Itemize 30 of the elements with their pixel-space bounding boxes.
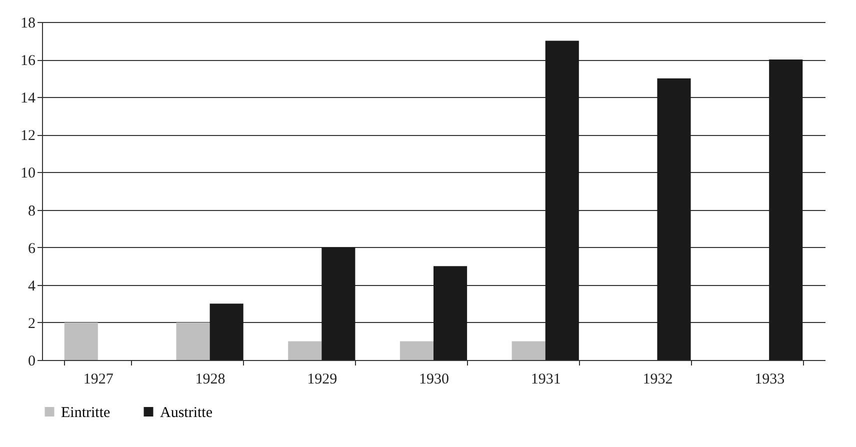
y-tick-label: 12 <box>20 128 36 144</box>
y-tick-label: 16 <box>20 53 36 70</box>
y-tick-label: 2 <box>28 316 36 332</box>
bar <box>210 304 244 360</box>
y-tick-label: 18 <box>20 16 36 32</box>
bar <box>512 341 546 360</box>
bar <box>322 247 356 360</box>
bar <box>545 40 579 360</box>
x-tick-label: 1932 <box>642 372 673 388</box>
legend-label: Eintritte <box>61 404 110 421</box>
y-tick-label: 0 <box>28 354 36 370</box>
legend-label: Austritte <box>160 404 213 421</box>
y-tick-label: 4 <box>28 278 36 294</box>
y-tick-label: 8 <box>28 203 36 220</box>
y-tick-label: 14 <box>20 90 36 107</box>
x-tick-label: 1928 <box>195 372 226 388</box>
bar <box>434 266 468 360</box>
bar <box>657 78 691 360</box>
bar <box>769 60 803 360</box>
bar <box>400 341 434 360</box>
x-tick-label: 1933 <box>754 372 785 388</box>
x-tick-label: 1929 <box>307 372 338 388</box>
x-tick-label: 1927 <box>83 372 114 388</box>
y-tick-label: 10 <box>20 166 36 182</box>
bar <box>64 322 98 360</box>
bar <box>288 341 322 360</box>
x-tick-label: 1931 <box>530 372 561 388</box>
bar <box>176 322 210 360</box>
x-tick-label: 1930 <box>419 372 449 388</box>
y-tick-label: 6 <box>28 240 36 257</box>
